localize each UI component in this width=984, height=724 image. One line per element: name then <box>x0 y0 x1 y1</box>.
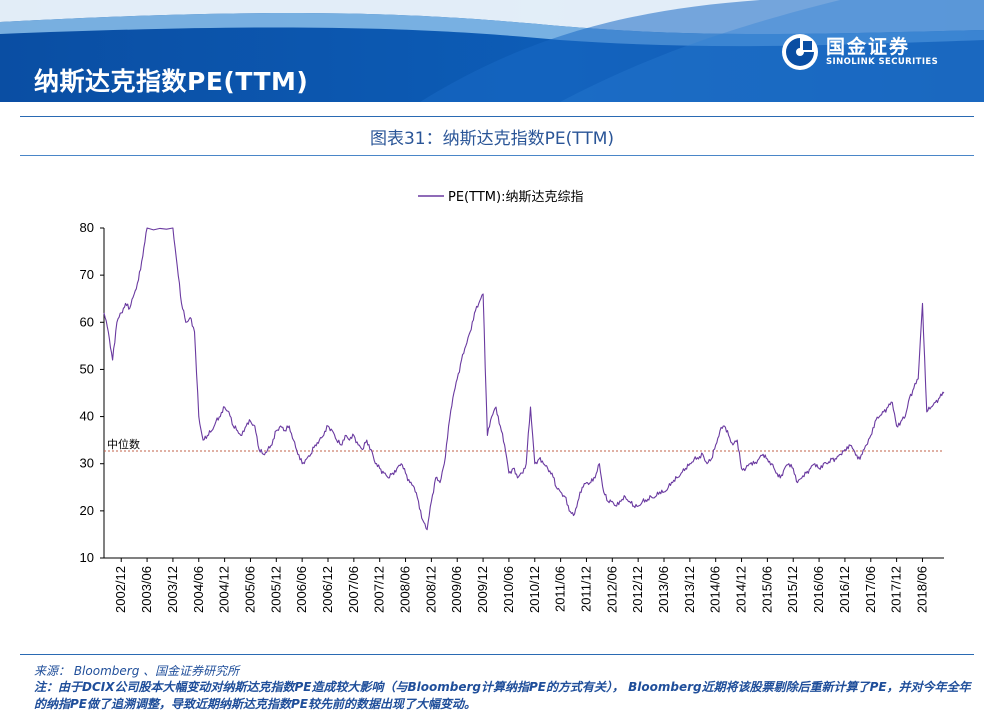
x-tick-label: 2006/06 <box>294 566 309 613</box>
y-tick-label: 30 <box>80 456 94 471</box>
header-background <box>0 0 984 102</box>
x-tick-label: 2005/06 <box>242 566 257 613</box>
x-tick-label: 2002/12 <box>113 566 128 613</box>
logo-text-en: SINOLINK SECURITIES <box>826 57 939 67</box>
x-tick-label: 2013/12 <box>682 566 697 613</box>
y-tick-label: 20 <box>80 503 94 518</box>
x-tick-label: 2004/12 <box>217 566 232 613</box>
y-tick-label: 10 <box>80 550 94 565</box>
x-tick-label: 2011/12 <box>578 566 593 612</box>
x-tick-label: 2014/06 <box>708 566 723 613</box>
chart-legend: PE(TTM):纳斯达克综指 <box>418 190 583 205</box>
y-tick-label: 40 <box>80 409 94 424</box>
x-tick-label: 2012/12 <box>630 566 645 613</box>
x-tick-label: 2010/12 <box>527 566 542 613</box>
logo-mark-icon <box>782 34 818 70</box>
x-tick-label: 2008/06 <box>398 566 413 613</box>
header-banner: 纳斯达克指数PE(TTM) 国金证券 SINOLINK SECURITIES <box>0 0 984 102</box>
y-tick-label: 70 <box>80 267 94 282</box>
footer-rule <box>20 654 974 655</box>
x-tick-label: 2015/12 <box>785 566 800 613</box>
y-tick-label: 60 <box>80 314 94 329</box>
logo-text-cn: 国金证券 <box>826 36 911 58</box>
x-tick-label: 2016/12 <box>837 566 852 613</box>
y-tick-label: 50 <box>80 361 94 376</box>
x-tick-label: 2004/06 <box>191 566 206 613</box>
company-logo: 国金证券 SINOLINK SECURITIES <box>780 30 970 74</box>
x-tick-label: 2017/06 <box>863 566 878 613</box>
median-label: 中位数 <box>107 437 140 451</box>
figure-title: 图表31：纳斯达克指数PE(TTM) <box>369 129 615 149</box>
legend-label: PE(TTM):纳斯达克综指 <box>448 190 583 205</box>
x-tick-label: 2009/12 <box>475 566 490 613</box>
x-tick-label: 2015/06 <box>759 566 774 613</box>
x-axis-ticks: 2002/12 2003/06 2003/12 2004/06 2004/12 2005/… <box>113 558 929 613</box>
y-axis-ticks: 10 20 30 40 50 60 70 80 <box>80 220 104 565</box>
slide-title: 纳斯达克指数PE(TTM) <box>34 67 309 96</box>
x-tick-label: 2013/06 <box>656 566 671 613</box>
series-line-pe-ttm <box>103 227 945 531</box>
x-tick-label: 2005/12 <box>268 566 283 613</box>
x-tick-label: 2018/06 <box>914 566 929 613</box>
x-tick-label: 2017/12 <box>889 566 904 613</box>
chart-axes <box>103 228 944 559</box>
x-tick-label: 2012/06 <box>604 566 619 613</box>
x-tick-label: 2008/12 <box>423 566 438 613</box>
figure-title-bottom-rule <box>20 155 974 156</box>
x-tick-label: 2006/12 <box>320 566 335 613</box>
median-line-group: 中位数 <box>104 437 944 452</box>
note-text: 注：由于DCIX公司股本大幅变动对纳斯达克指数PE造成较大影响（与Bloombe… <box>34 680 971 711</box>
x-tick-label: 2003/06 <box>139 566 154 613</box>
figure-title-top-rule <box>20 116 974 117</box>
x-tick-label: 2009/06 <box>449 566 464 613</box>
source-text: 来源： Bloomberg 、国金证券研究所 <box>34 664 240 678</box>
x-tick-label: 2014/12 <box>734 566 749 613</box>
y-tick-label: 80 <box>80 220 94 235</box>
x-tick-label: 2010/06 <box>501 566 516 613</box>
x-tick-label: 2007/06 <box>346 566 361 613</box>
x-tick-label: 2011/06 <box>553 566 568 612</box>
x-tick-label: 2003/12 <box>165 566 180 613</box>
x-tick-label: 2016/06 <box>811 566 826 613</box>
series-group <box>103 227 945 531</box>
x-tick-label: 2007/12 <box>372 566 387 613</box>
